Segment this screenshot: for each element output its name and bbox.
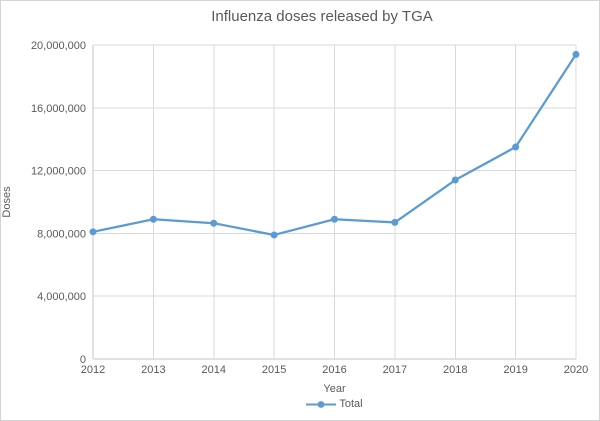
legend-item-label: Total (339, 398, 363, 410)
y-tick-label: 12,000,000 (31, 166, 86, 178)
y-tick-label: 8,000,000 (37, 228, 86, 240)
data-point-marker (210, 219, 218, 227)
chart-title: Influenza doses released by TGA (211, 8, 433, 25)
legend: Total (93, 398, 576, 410)
x-axis-title: Year (323, 383, 346, 395)
x-tick-label: 2015 (262, 364, 286, 376)
x-tick-label: 2016 (322, 364, 346, 376)
y-tick-label: 0 (80, 354, 86, 366)
y-tick-label: 16,000,000 (31, 103, 86, 115)
x-tick-label: 2013 (141, 364, 165, 376)
y-tick-label: 4,000,000 (37, 291, 86, 303)
data-point-marker (331, 215, 338, 223)
data-point-marker (89, 228, 97, 236)
data-point-marker (149, 215, 157, 223)
data-point-marker (512, 143, 520, 151)
data-point-marker (451, 176, 459, 184)
data-point-marker (391, 218, 399, 226)
data-point-marker (270, 231, 278, 239)
x-tick-label: 2014 (202, 364, 226, 376)
y-tick-label: 20,000,000 (31, 40, 86, 52)
x-tick-label: 2020 (564, 364, 588, 376)
x-tick-label: 2018 (443, 364, 467, 376)
x-tick-label: 2017 (383, 364, 407, 376)
data-point-marker (572, 50, 580, 58)
legend-line-marker-icon (306, 400, 337, 408)
x-tick-label: 2019 (503, 364, 527, 376)
x-tick-label: 2012 (81, 364, 105, 376)
y-axis-title: Doses (1, 186, 13, 218)
